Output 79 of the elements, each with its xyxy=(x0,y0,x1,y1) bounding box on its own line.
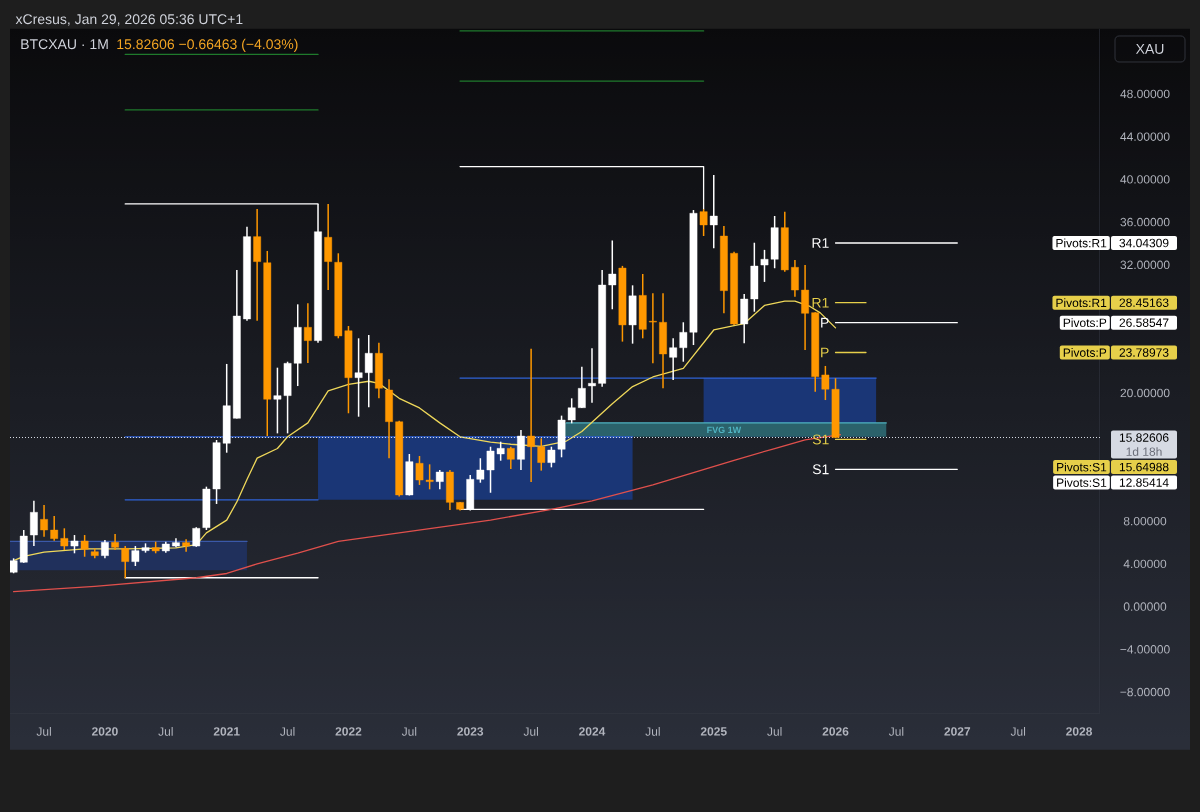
x-tick-label: 2023 xyxy=(457,727,484,736)
candlestick xyxy=(577,365,586,409)
annotation: R1 xyxy=(812,297,829,308)
candlestick xyxy=(101,539,109,560)
candlestick xyxy=(649,292,657,365)
candlestick xyxy=(435,469,444,491)
y-tick-label: 32.00000 xyxy=(1120,260,1170,270)
y-tick-label: 36.00000 xyxy=(1120,217,1170,227)
x-tick-label: 2026 xyxy=(822,727,849,736)
x-tick-label: 2021 xyxy=(213,727,240,736)
y-tick-label: 0.00000 xyxy=(1123,602,1167,611)
line-series xyxy=(12,300,837,562)
text: BTCXAU · 1M xyxy=(21,39,108,50)
x-tick-label: 2022 xyxy=(335,727,362,736)
text: Pivots:S1 xyxy=(1057,462,1107,472)
candlestick xyxy=(537,437,546,472)
candlestick xyxy=(791,259,799,298)
candlestick xyxy=(527,347,535,483)
x-tick-label: Jul xyxy=(280,727,295,736)
candlestick xyxy=(506,445,515,470)
candlestick xyxy=(70,534,79,555)
y-tick-label: 44.00000 xyxy=(1120,132,1170,141)
y-tick-label: −4.00000 xyxy=(1120,645,1170,654)
text: Pivots:S1 xyxy=(1057,478,1107,487)
x-tick-label: Jul xyxy=(888,727,904,736)
text: 23.78973 xyxy=(1119,348,1169,357)
text: Pivots:R1 xyxy=(1056,238,1107,248)
text: Pivots:R1 xyxy=(1056,298,1107,308)
x-tick-label: 2027 xyxy=(944,727,971,736)
text: Pivots:P xyxy=(1063,348,1107,357)
candlestick xyxy=(80,534,89,558)
series-label: FVG 1W xyxy=(707,426,742,434)
candlestick xyxy=(699,208,708,237)
x-tick-label: Jul xyxy=(1010,727,1026,736)
candlestick xyxy=(60,527,69,551)
ref-line-label: 15.82606 xyxy=(1119,433,1169,442)
annotation: P xyxy=(821,347,829,358)
x-tick-label: Jul xyxy=(767,727,782,736)
y-tick-label: 8.00000 xyxy=(1123,516,1167,526)
y-tick-label: 48.00000 xyxy=(1120,89,1170,99)
candlestick xyxy=(192,526,201,548)
candlestick xyxy=(669,337,678,381)
y-tick-label: 4.00000 xyxy=(1123,559,1167,569)
candlestick xyxy=(50,515,59,542)
x-tick-label: Jul xyxy=(523,727,538,736)
x-tick-label: Jul xyxy=(158,727,173,736)
text: 26.58547 xyxy=(1119,318,1169,327)
candlestick xyxy=(801,264,809,351)
candlestick xyxy=(608,239,617,311)
y-tick-label: −8.00000 xyxy=(1120,687,1170,697)
text: 15.64988 xyxy=(1119,462,1169,472)
text: 34.04309 xyxy=(1119,238,1169,248)
annotation: R1 xyxy=(812,238,829,248)
y-axis-title: XAU xyxy=(1135,44,1164,54)
candlestick xyxy=(40,504,48,538)
text: 28.45163 xyxy=(1119,298,1169,307)
candlestick xyxy=(304,302,312,364)
text: xCresus, Jan 29, 2026 05:36 UTC+1 xyxy=(15,14,243,26)
candlestick xyxy=(517,429,525,471)
candlestick xyxy=(588,347,596,404)
line-series xyxy=(12,433,842,593)
y-tick-label: 20.00000 xyxy=(1120,388,1170,398)
text: 15.82606 −0.66463 (−4.03%) xyxy=(117,38,298,52)
text: Pivots:P xyxy=(1063,318,1107,328)
text: 1d 18h xyxy=(1126,447,1162,456)
x-tick-label: Jul xyxy=(645,727,660,736)
x-tick-label: 2020 xyxy=(92,727,118,736)
candlestick xyxy=(30,499,38,547)
x-tick-label: 2025 xyxy=(700,727,727,736)
x-tick-label: Jul xyxy=(36,727,51,736)
text: 12.85414 xyxy=(1119,478,1169,487)
x-tick-label: Jul xyxy=(401,727,417,736)
candlestick xyxy=(709,174,718,250)
annotation: S1 xyxy=(812,464,829,475)
annotation: P xyxy=(821,317,829,328)
x-tick-label: 2028 xyxy=(1066,727,1093,736)
y-tick-label: 40.00000 xyxy=(1120,175,1170,184)
candlestick xyxy=(121,545,130,580)
x-tick-label: 2024 xyxy=(579,727,606,736)
